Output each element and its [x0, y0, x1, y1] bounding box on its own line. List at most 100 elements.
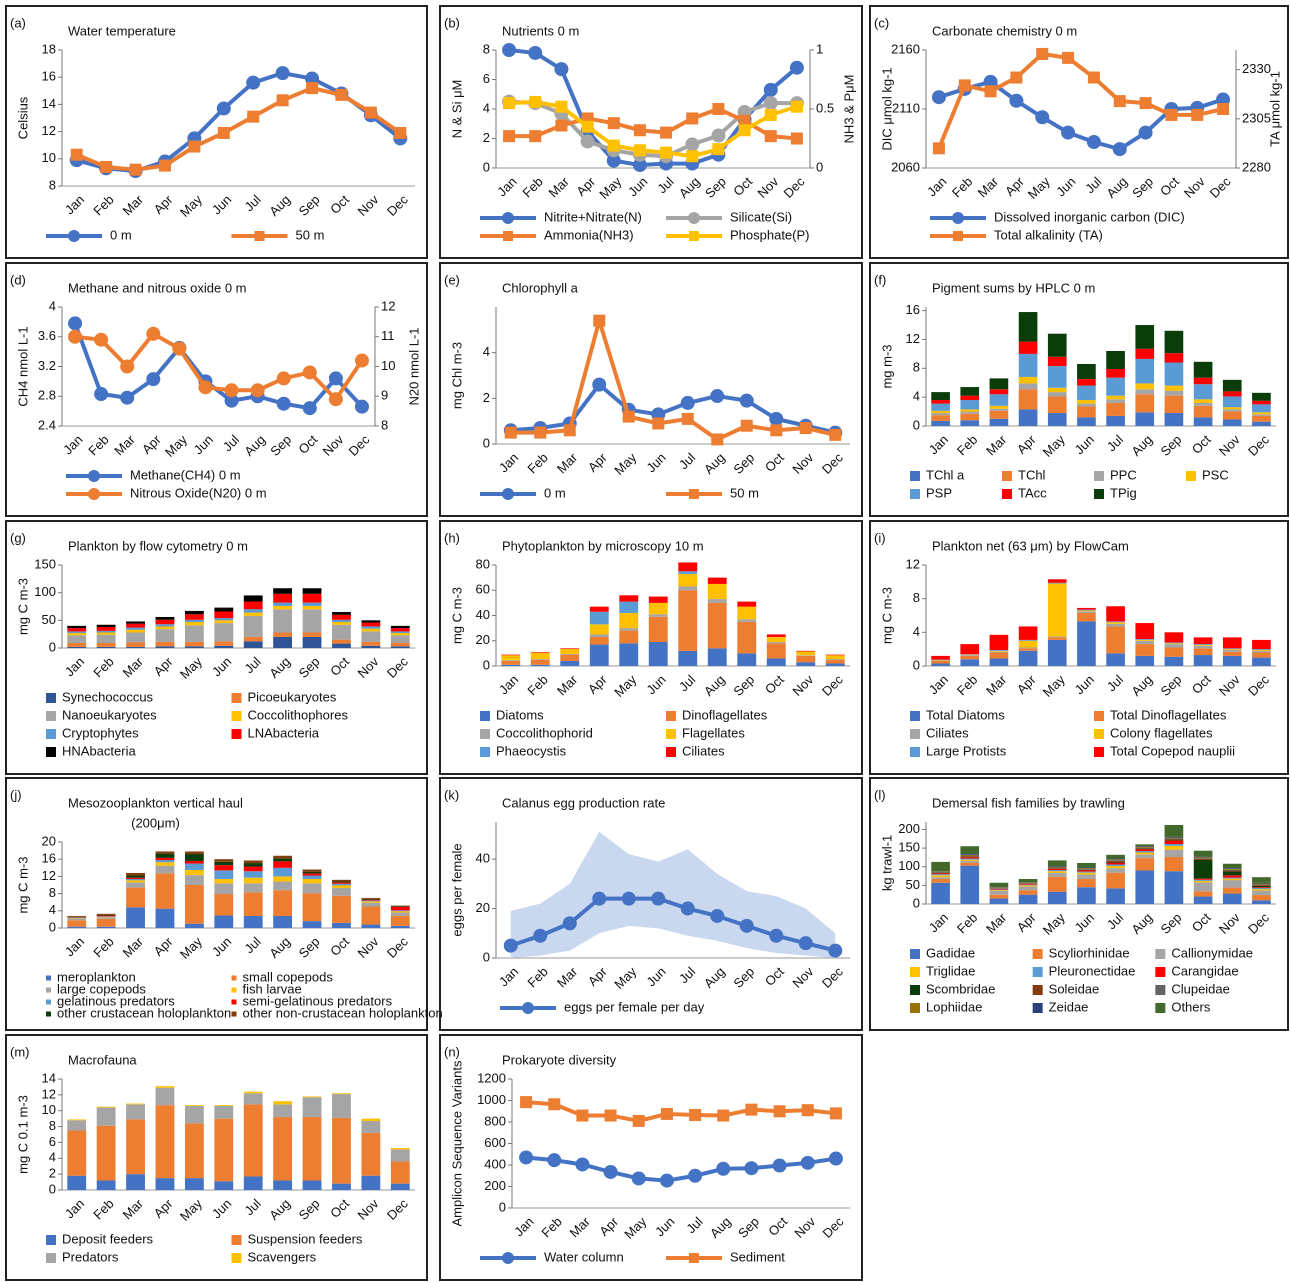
bar-segment — [960, 858, 980, 860]
bar-segment — [126, 629, 145, 633]
legend-label: 0 m — [110, 227, 132, 242]
bar-segment — [1164, 836, 1184, 838]
bar-segment — [302, 588, 322, 594]
point — [158, 159, 171, 172]
bar-segment — [960, 855, 980, 857]
bar-segment — [67, 633, 87, 636]
bar-segment — [1193, 879, 1213, 881]
x-tick-label: Feb — [90, 1196, 116, 1222]
x-tick-label: Jan — [494, 174, 519, 199]
bar-segment — [390, 906, 410, 911]
bar-segment — [1222, 871, 1242, 876]
point — [302, 365, 317, 380]
bar-segment — [560, 648, 580, 655]
bar-segment — [155, 851, 175, 854]
y-axis-label: mg Chl m-3 — [449, 342, 464, 409]
bar-segment — [273, 632, 293, 637]
point — [503, 97, 516, 110]
bar-segment — [796, 655, 816, 656]
point — [504, 426, 517, 439]
point — [688, 1168, 703, 1183]
x-tick-label: Aug — [266, 654, 293, 681]
bar-segment — [390, 1147, 410, 1150]
bar-segment — [302, 873, 322, 876]
bar-segment — [302, 1096, 322, 1098]
point — [276, 396, 291, 411]
x-tick-label: Nov — [1181, 174, 1208, 201]
bar-segment — [960, 854, 980, 855]
bar-segment — [332, 612, 351, 615]
bar-segment — [302, 632, 322, 637]
y-tick-label: 0 — [913, 895, 920, 910]
x-tick-label: Jul — [676, 964, 698, 986]
point — [800, 1155, 815, 1170]
bar-segment — [214, 1118, 234, 1182]
chart-title: Phytoplankton by microscopy 10 m — [502, 538, 704, 553]
point — [799, 422, 812, 435]
bar-segment — [989, 378, 1009, 390]
legend-swatch — [231, 987, 237, 993]
point — [798, 936, 813, 951]
bar-segment — [1077, 379, 1096, 386]
bar-segment — [1077, 610, 1096, 612]
chart-subtitle: (200μm) — [131, 815, 180, 830]
x-tick-label: Jan — [926, 910, 951, 935]
bar-segment — [184, 1123, 204, 1179]
legend-swatch — [1032, 967, 1043, 977]
bar-segment — [1106, 402, 1125, 416]
bar-segment — [1252, 885, 1271, 888]
legend-swatch — [666, 711, 676, 721]
y-axis-label: mg C 0.1 m-3 — [15, 1095, 30, 1174]
bar-segment — [1193, 399, 1213, 403]
legend-label: Methane(CH4) 0 m — [130, 467, 241, 482]
bar-segment — [302, 1180, 322, 1190]
bar-segment — [214, 623, 234, 642]
x-tick-label: Aug — [707, 1214, 734, 1241]
y-tick-label: 50 — [42, 612, 56, 627]
bar-segment — [1135, 852, 1155, 855]
x-tick-label: Jan — [496, 672, 521, 697]
bar-segment — [126, 642, 145, 647]
y-tick-label: 0 — [913, 417, 920, 432]
legend-swatch — [231, 729, 242, 739]
x-tick-label: Dec — [781, 174, 808, 201]
bar-segment — [1135, 846, 1155, 848]
y2-tick-label: 2330 — [1242, 61, 1271, 76]
series-line — [73, 322, 364, 411]
bar-segment — [960, 387, 980, 396]
x-tick-label: Mar — [546, 173, 573, 200]
bar-segment — [1047, 583, 1067, 637]
bar-segment — [184, 619, 204, 622]
point — [621, 891, 636, 906]
bar-segment — [1018, 894, 1038, 904]
bar-segment — [184, 1105, 204, 1124]
bar-segment — [1164, 838, 1184, 840]
bar-segment — [361, 626, 381, 629]
bar-segment — [1106, 865, 1125, 869]
bar-segment — [390, 1149, 410, 1162]
bar-segment — [1135, 348, 1155, 359]
bar-segment — [155, 617, 175, 620]
bar-segment — [1222, 887, 1242, 894]
bar-segment — [1164, 824, 1184, 837]
legend-swatch — [46, 747, 56, 757]
y-axis-label: eggs per female — [449, 843, 464, 936]
bar-segment — [960, 865, 980, 904]
bar-segment — [184, 625, 204, 642]
chart-title: Demersal fish families by trawling — [932, 795, 1125, 810]
bar-segment — [1193, 384, 1213, 400]
y-tick-label: 2.4 — [38, 417, 56, 432]
point — [555, 119, 568, 132]
bar-segment — [361, 897, 381, 899]
bar-segment — [707, 583, 727, 600]
bar-segment — [332, 639, 351, 644]
bar-segment — [989, 418, 1009, 426]
legend-swatch — [46, 711, 56, 721]
x-tick-label: Nov — [789, 450, 816, 477]
bar-segment — [1077, 612, 1096, 622]
point — [224, 393, 239, 408]
panel-frame — [5, 520, 428, 775]
x-tick-label: Feb — [954, 910, 980, 936]
bar-segment — [960, 409, 980, 412]
bar-segment — [1018, 890, 1038, 895]
